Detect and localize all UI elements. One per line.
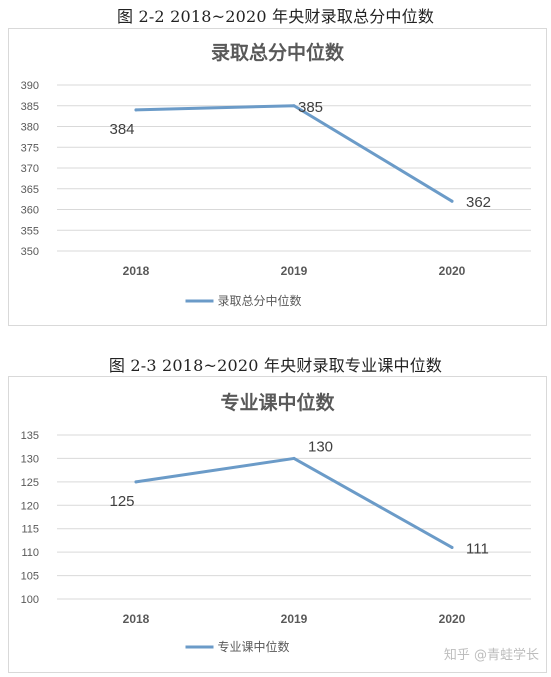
figure-caption-2: 图 2-3 2018~2020 年央财录取专业课中位数 <box>108 356 443 375</box>
chart-title: 专业课中位数 <box>220 391 335 414</box>
y-tick-label: 350 <box>21 246 39 258</box>
data-point <box>134 480 138 484</box>
chart-total-score-svg: 录取总分中位数 350 355 360 365 370 375 380 385 390 2018 20… <box>21 41 531 308</box>
data-point <box>292 104 296 108</box>
y-tick-label: 370 <box>21 163 39 175</box>
x-tick-label: 2019 <box>281 612 308 626</box>
chart-title: 录取总分中位数 <box>211 41 345 64</box>
data-point <box>450 545 454 549</box>
y-tick-label: 110 <box>21 547 39 559</box>
data-label: 130 <box>308 438 333 455</box>
data-label: 384 <box>109 121 134 138</box>
y-tick-label: 105 <box>21 571 39 583</box>
series-line <box>134 456 454 549</box>
x-tick-label: 2020 <box>439 264 466 278</box>
data-point <box>292 456 296 460</box>
y-tick-label: 375 <box>21 142 39 154</box>
y-tick-label: 390 <box>21 80 39 92</box>
chart-total-score: 录取总分中位数 350 355 360 365 370 375 380 385 390 2018 20… <box>8 28 547 326</box>
legend-label: 录取总分中位数 <box>218 293 302 308</box>
x-tick-label: 2019 <box>281 264 308 278</box>
x-tick-label: 2020 <box>439 612 466 626</box>
y-tick-label: 380 <box>21 122 39 134</box>
x-tick-label: 2018 <box>123 264 150 278</box>
data-label: 362 <box>466 194 491 211</box>
y-tick-label: 130 <box>21 453 39 465</box>
data-point <box>450 199 454 203</box>
data-label: 111 <box>466 540 489 557</box>
y-tick-label: 100 <box>21 594 39 606</box>
chart-major-score: 专业课中位数 100 105 110 115 120 125 130 135 2018 2019 20… <box>8 376 547 673</box>
data-point <box>134 108 138 112</box>
data-label: 385 <box>298 99 323 116</box>
series-line <box>134 104 454 203</box>
chart-major-score-svg: 专业课中位数 100 105 110 115 120 125 130 135 2018 2019 20… <box>21 391 531 654</box>
x-tick-label: 2018 <box>123 612 150 626</box>
y-tick-label: 355 <box>21 225 39 237</box>
y-tick-label: 120 <box>21 500 39 512</box>
y-tick-label: 360 <box>21 205 39 217</box>
data-label: 125 <box>109 493 134 510</box>
watermark-text: 知乎 @青蛙学长 <box>443 648 539 663</box>
legend-label: 专业课中位数 <box>218 639 290 654</box>
figure-caption-1: 图 2-2 2018~2020 年央财录取总分中位数 <box>116 7 435 26</box>
y-tick-label: 365 <box>21 184 39 196</box>
y-tick-label: 385 <box>21 101 39 113</box>
y-tick-label: 125 <box>21 477 39 489</box>
y-tick-label: 135 <box>21 430 39 442</box>
y-tick-label: 115 <box>21 524 39 536</box>
